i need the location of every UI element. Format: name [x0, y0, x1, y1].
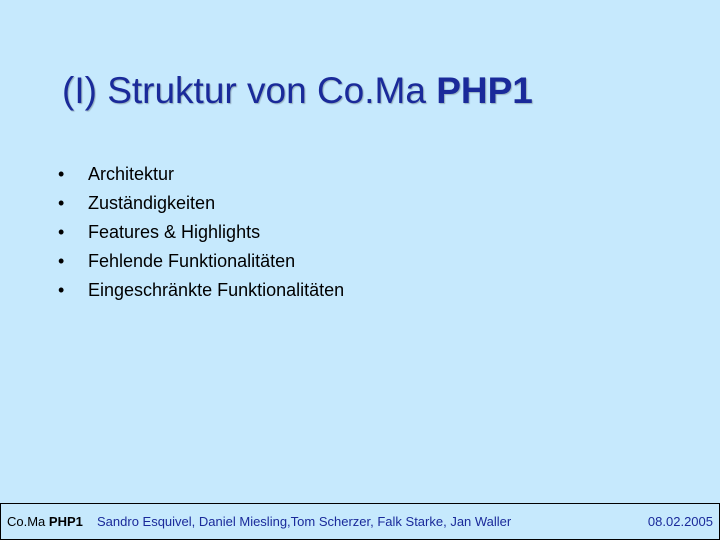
footer-date: 08.02.2005: [647, 514, 713, 529]
footer-authors: Sandro Esquivel, Daniel Miesling,Tom Sch…: [97, 514, 512, 529]
bullet-text: Eingeschränkte Funktionalitäten: [88, 280, 345, 300]
title-bold-text: PHP1: [436, 70, 533, 111]
list-item: • Zuständigkeiten: [58, 189, 344, 218]
bullet-text: Features & Highlights: [88, 222, 261, 242]
footer-brand-bold: PHP1: [48, 514, 83, 529]
list-item: • Eingeschränkte Funktionalitäten: [58, 276, 344, 305]
bullet-text: Architektur: [88, 164, 175, 184]
title-text: (I) Struktur von Co.Ma: [62, 70, 437, 111]
bullet-list: • Architektur • Zuständigkeiten • Features …: [58, 160, 344, 305]
bullet-text: Zuständigkeiten: [88, 193, 216, 213]
footer-brand: Co.Ma PHP1: [7, 514, 83, 529]
list-item: • Architektur: [58, 160, 344, 189]
slide-title: (I) Struktur von Co.Ma PHP1: [62, 70, 533, 112]
bullet-dot: •: [58, 222, 65, 242]
list-item: • Features & Highlights: [58, 218, 344, 247]
slide-footer: Co.Ma PHP1 Sandro Esquivel, Daniel Miesl…: [0, 503, 720, 540]
bullet-dot: •: [58, 251, 65, 271]
bullet-dot: •: [58, 280, 65, 300]
bullet-dot: •: [58, 164, 65, 184]
bullet-text: Fehlende Funktionalitäten: [88, 251, 296, 271]
list-item: • Fehlende Funktionalitäten: [58, 247, 344, 276]
bullet-dot: •: [58, 193, 65, 213]
footer-brand-text: Co.Ma: [7, 514, 49, 529]
